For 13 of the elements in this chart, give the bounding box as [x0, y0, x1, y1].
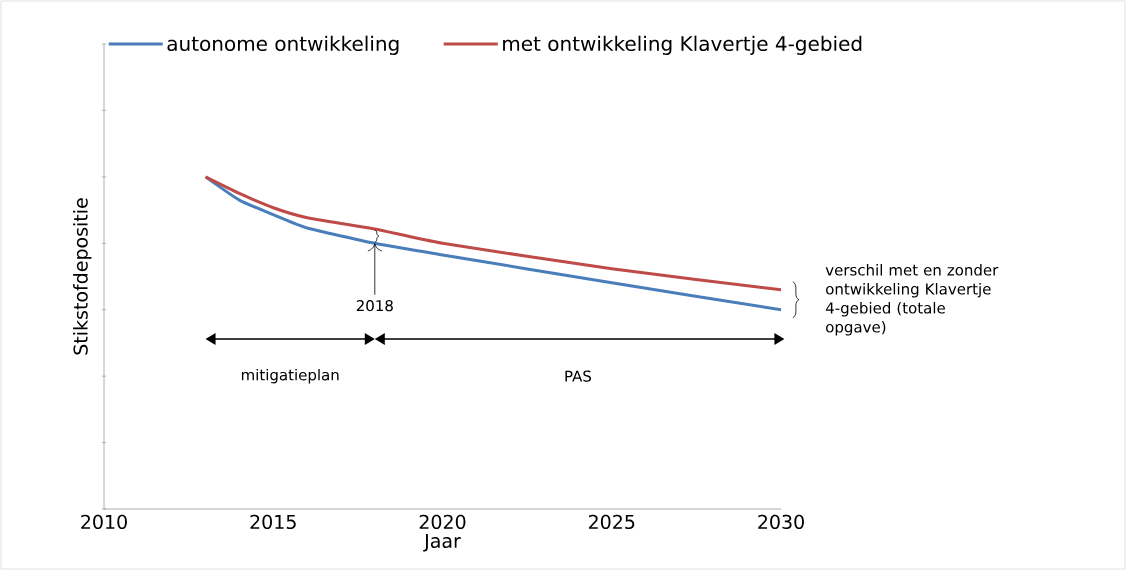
x-axis-title: Jaar: [423, 533, 461, 552]
legend-label: met ontwikkeling Klavertje 4-gebied: [503, 35, 862, 55]
text: verschil met en zonder ontwikkeling Klavertje 4-gebied (totale opgave): [825, 264, 999, 336]
annotation: 2018: [356, 299, 393, 312]
x-tick-label: 2025: [588, 514, 635, 530]
x-tick-label: 2015: [250, 514, 296, 530]
x-tick-label: 2030: [758, 514, 804, 530]
legend-label: autonome ontwikkeling: [167, 35, 399, 55]
x-tick-label: 2020: [419, 514, 466, 530]
x-tick-label: 2010: [81, 514, 127, 530]
y-axis-title: Stikstofdepositie: [73, 198, 92, 355]
annotation: mitigatieplan: [241, 368, 339, 384]
annotation: PAS: [565, 370, 592, 382]
